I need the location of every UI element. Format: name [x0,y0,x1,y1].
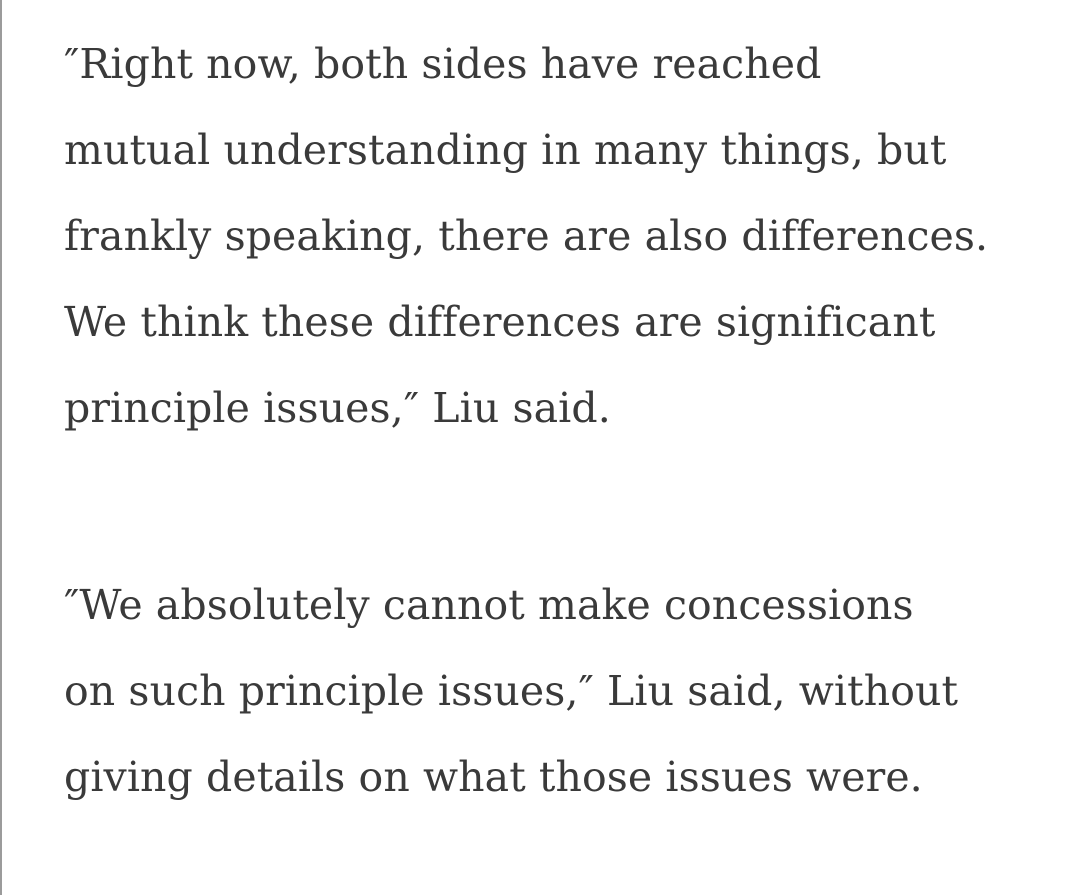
paragraph-line: mutual understanding in many things, but [64,126,947,174]
paragraph-line: ″Right now, both sides have reached [64,40,822,88]
paragraph-line: ″We absolutely cannot make concessions [64,581,914,629]
paragraph-line: frankly speaking, there are also differe… [64,212,989,260]
article-body: ″Right now, both sides have reached mutu… [64,21,1028,820]
article-paragraph: ″Right now, both sides have reached mutu… [64,21,1028,451]
paragraph-line: principle issues,″ Liu said. [64,384,611,432]
paragraph-line: on such principle issues,″ Liu said, wit… [64,667,959,715]
left-edge-line [0,0,2,895]
paragraph-line: giving details on what those issues were… [64,753,923,801]
paragraph-line: We think these differences are significa… [64,298,936,346]
article-paragraph: ″We absolutely cannot make concessions o… [64,562,1028,820]
